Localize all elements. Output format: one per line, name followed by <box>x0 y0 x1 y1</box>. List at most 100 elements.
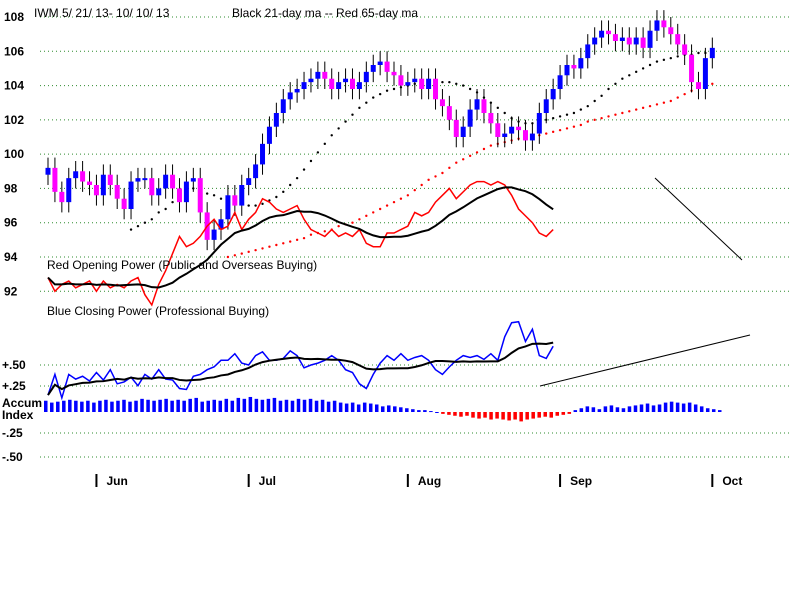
candle-body <box>619 37 625 41</box>
month-label: Oct <box>722 474 742 488</box>
accum-tick-label: -.50 <box>2 450 23 464</box>
ma65-point <box>275 243 278 247</box>
ma21-point <box>261 202 264 206</box>
ma21-point <box>551 116 555 120</box>
closing-power-ma-line <box>47 341 554 396</box>
candle-body <box>709 47 715 59</box>
candle-body <box>599 30 605 38</box>
ma21-point <box>593 99 596 103</box>
accum-bar <box>567 412 572 414</box>
ma65-point <box>648 104 652 108</box>
candle-body <box>675 34 681 45</box>
ma65-point <box>621 111 624 115</box>
ma21-point <box>468 87 472 91</box>
accum-bar <box>200 401 204 412</box>
accum-bar <box>110 401 114 412</box>
ma65-point <box>406 194 410 197</box>
candle-body <box>654 20 660 31</box>
accum-bar <box>639 404 644 412</box>
ma65-point <box>289 240 292 243</box>
accum-bar <box>645 403 650 412</box>
accum-bar <box>68 399 72 412</box>
accum-bar <box>272 397 277 412</box>
candle-body <box>474 99 480 110</box>
ma65-point <box>309 233 313 236</box>
accum-bar <box>260 399 265 412</box>
candle-body <box>571 65 577 69</box>
accum-axis-label: Index <box>2 408 34 422</box>
accum-bar <box>399 407 403 412</box>
accum-bar <box>531 412 535 419</box>
candle-body <box>377 61 383 65</box>
ma21-point <box>372 96 375 99</box>
accum-bar <box>230 400 235 412</box>
accum-bar <box>170 400 174 412</box>
price-tick-label: 92 <box>4 284 18 298</box>
accum-bar <box>140 398 144 412</box>
accum-bar <box>164 398 168 412</box>
candle-body <box>370 65 376 72</box>
accum-bar <box>411 409 415 412</box>
ma21-point <box>586 104 589 108</box>
candle-body <box>294 89 300 93</box>
ma21-point <box>641 67 645 70</box>
candle-body <box>502 133 508 137</box>
price-axis-labels: 92 94 96 98 100 102 104 106 108 <box>4 10 24 298</box>
accum-bar <box>86 400 90 412</box>
ma21-point <box>385 89 389 92</box>
ma65-point <box>378 207 382 211</box>
accum-bar <box>393 406 397 412</box>
candle-body <box>246 178 252 185</box>
ma21-point <box>136 224 140 228</box>
candle-body <box>59 191 65 203</box>
accum-bar <box>717 410 722 412</box>
ma21-point <box>662 58 666 62</box>
accum-bar <box>302 399 307 412</box>
ma65-point <box>607 115 610 118</box>
candle-body <box>419 78 425 89</box>
candle-body <box>695 82 701 89</box>
ma65-point <box>420 183 423 187</box>
accum-bar <box>56 401 60 412</box>
ma65-point <box>392 200 396 204</box>
accum-bar <box>627 406 632 412</box>
accum-bar <box>284 399 289 412</box>
price-tick-label: 104 <box>4 79 24 93</box>
accum-bar <box>320 399 325 412</box>
accum-bar <box>633 405 638 412</box>
accum-bar <box>266 398 271 412</box>
candle-body <box>349 78 355 89</box>
accum-bar <box>495 412 499 419</box>
candle-body <box>522 130 528 141</box>
accum-bar <box>278 400 283 412</box>
ma21-point <box>579 108 583 111</box>
accum-bar <box>669 401 674 412</box>
ma65-point <box>254 248 257 252</box>
candle-body <box>495 123 501 137</box>
accum-bar <box>206 400 210 412</box>
accum-bar <box>212 399 217 412</box>
chart-subtitle: Black 21-day ma -- Red 65-day ma <box>232 6 418 20</box>
ma65-point <box>261 247 264 250</box>
accum-bar <box>549 412 554 418</box>
candle-body <box>536 113 542 134</box>
ma65-point <box>641 106 645 110</box>
accum-bar <box>519 412 523 422</box>
candle-body <box>405 82 411 86</box>
accum-bar <box>368 403 373 412</box>
month-label: Sep <box>570 474 592 488</box>
ma65-point <box>365 214 368 218</box>
candle-body <box>218 219 224 230</box>
ma21-point <box>648 63 652 67</box>
candle-body <box>135 178 141 182</box>
ma65-point <box>586 120 589 123</box>
accum-bar <box>573 410 578 412</box>
candle-body <box>529 133 535 141</box>
ma21-point <box>635 70 638 74</box>
accum-bar <box>447 412 451 415</box>
ma21-point <box>337 127 340 130</box>
candle-body <box>661 20 667 28</box>
ma65-point <box>427 178 430 182</box>
candle-body <box>578 58 584 69</box>
